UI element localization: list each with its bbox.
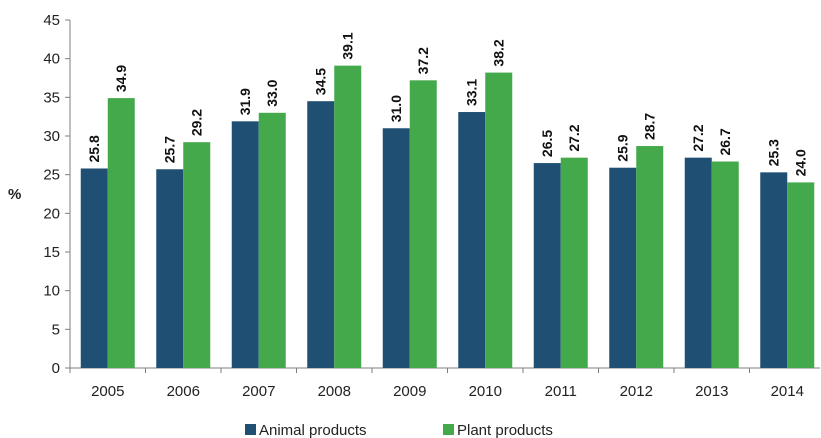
data-label: 31.0 [388,95,404,122]
bar-animal-products [382,128,410,368]
x-tick-label: 2008 [318,383,351,400]
bar-animal-products [684,157,712,368]
bar-plant-products [183,142,211,368]
data-label: 25.8 [86,135,102,162]
bar-animal-products [307,101,335,368]
data-label: 27.2 [690,124,706,151]
x-tick-label: 2009 [393,383,426,400]
bar-plant-products [787,182,815,368]
x-tick-label: 2007 [242,383,275,400]
bar-plant-products [485,72,513,368]
legend-label: Plant products [457,422,553,438]
x-tick-label: 2010 [469,383,502,400]
legend-swatch [245,424,256,435]
legend-label: Animal products [259,422,367,438]
data-label: 26.7 [717,128,733,155]
bar-animal-products [458,112,486,368]
data-label: 33.0 [264,79,280,106]
legend: Animal products Plant products [245,422,553,438]
data-label: 33.1 [464,79,480,106]
data-label: 27.2 [566,124,582,151]
y-tick-label: 35 [43,89,60,106]
y-tick-label: 25 [43,167,60,184]
y-tick-label: 30 [43,128,60,145]
bar-plant-products [636,146,664,368]
bar-animal-products [156,169,184,368]
data-label: 38.2 [491,39,507,66]
data-label: 39.1 [340,32,356,59]
data-label: 26.5 [539,130,555,157]
y-tick-label: 45 [43,12,60,29]
data-label: 31.9 [237,88,253,115]
bar-plant-products [711,161,739,368]
data-labels: 25.8 34.9 25.7 29.2 31.9 33.0 34.5 39.1 31.0 37.2… [86,32,809,176]
bar-animal-products [231,121,259,368]
x-tick-label: 2011 [545,383,577,400]
y-axis: 0 5 10 15 20 25 30 35 40 45 [43,12,71,377]
bar-animal-products [80,168,108,368]
y-tick-label: 10 [43,283,60,300]
bar-plant-products [560,157,588,368]
x-tick-label: 2012 [620,383,653,400]
bar-plant-products [107,98,135,369]
bar-animal-products [609,167,637,368]
x-tick-label: 2005 [91,383,124,400]
y-tick-label: 15 [43,244,60,261]
bar-plant-products [334,65,362,369]
bars [80,65,815,369]
data-label: 28.7 [642,113,658,140]
y-tick-label: 5 [52,321,60,338]
x-tick-label: 2014 [771,383,804,400]
data-label: 37.2 [415,47,431,74]
y-tick-label: 0 [52,360,60,377]
bar-animal-products [533,163,561,368]
bar-plant-products [258,112,286,368]
data-label: 25.7 [162,136,178,163]
legend-swatch [443,424,454,435]
y-axis-label: % [8,186,21,203]
x-tick-label: 2013 [695,383,728,400]
x-tick-label: 2006 [167,383,200,400]
bar-plant-products [409,80,437,368]
data-label: 25.9 [615,134,631,161]
data-label: 34.9 [113,65,129,92]
x-axis: 2005 2006 2007 2008 2009 2010 2011 2012 2013 2014 [69,367,820,400]
y-tick-label: 40 [43,51,60,68]
y-tick-label: 20 [43,205,60,222]
data-label: 34.5 [313,68,329,95]
bar-animal-products [760,172,788,368]
data-label: 24.0 [793,149,809,176]
data-label: 29.2 [189,109,205,136]
data-label: 25.3 [766,139,782,166]
